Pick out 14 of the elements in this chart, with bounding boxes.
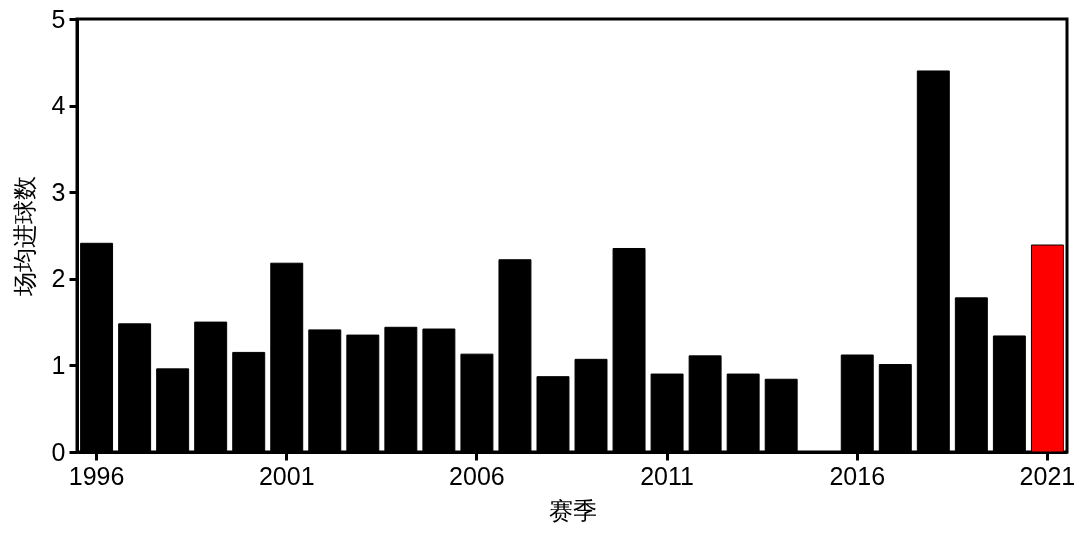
x-tick-label: 2011 xyxy=(640,461,694,490)
x-tick-label: 2016 xyxy=(829,461,886,490)
y-tick-label: 2 xyxy=(51,264,66,293)
y-axis-title: 场均进球数 xyxy=(10,176,39,297)
x-tick-label: 2001 xyxy=(258,461,315,490)
x-tick-label: 1996 xyxy=(68,461,125,490)
x-tick-label: 2021 xyxy=(1019,461,1076,490)
y-tick-label: 5 xyxy=(51,4,66,33)
y-tick-label: 4 xyxy=(51,91,66,120)
x-axis-title: 赛季 xyxy=(548,496,597,525)
y-tick-label: 1 xyxy=(51,350,66,379)
x-tick-label: 2006 xyxy=(449,461,505,490)
y-tick-label: 0 xyxy=(51,437,66,466)
y-tick-label: 3 xyxy=(51,177,66,206)
